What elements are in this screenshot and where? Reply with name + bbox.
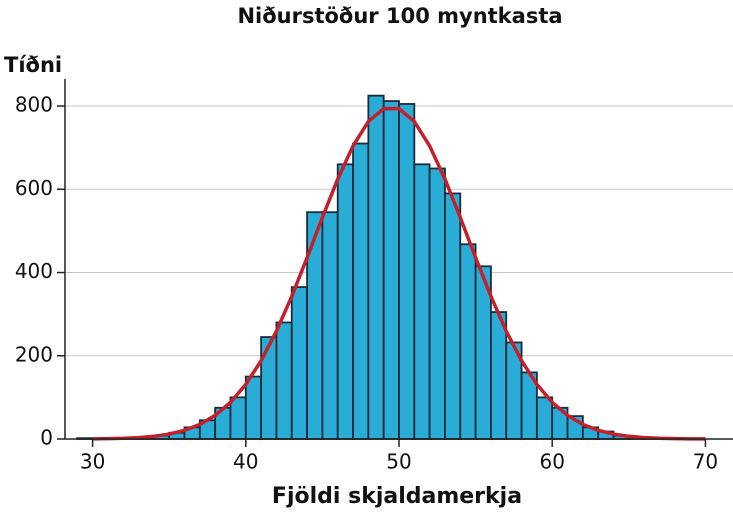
bar	[382, 100, 400, 440]
bar	[244, 375, 263, 440]
y-tick-label: 200	[15, 342, 53, 366]
y-tick-label: 800	[15, 93, 53, 117]
bar	[275, 321, 293, 440]
bar	[490, 311, 508, 440]
bar	[229, 396, 247, 440]
x-tick-label: 70	[693, 450, 718, 474]
bar	[398, 103, 416, 440]
x-axis-label: Fjöldi skjaldamerkja	[272, 484, 522, 509]
bar	[535, 396, 554, 440]
chart-title: Niðurstöður 100 myntkasta	[237, 4, 562, 28]
bar	[306, 211, 324, 440]
x-tick-label: 40	[233, 450, 258, 474]
bar	[367, 94, 385, 440]
x-tick-label: 60	[539, 450, 564, 474]
bar	[260, 336, 278, 440]
y-tick-label: 600	[15, 176, 53, 200]
bar	[459, 243, 477, 440]
y-tick-label: 400	[15, 259, 53, 283]
x-tick-label: 30	[80, 450, 105, 474]
bar	[413, 163, 431, 440]
bar	[444, 192, 462, 440]
y-axis-label: Tíðni	[4, 53, 62, 77]
bar	[336, 163, 354, 440]
bar	[428, 167, 446, 440]
bar	[352, 142, 370, 440]
bar	[290, 286, 308, 440]
fit-curve	[92, 106, 706, 441]
bar	[321, 211, 339, 440]
x-tick-label: 50	[386, 450, 411, 474]
y-tick-label: 0	[40, 426, 53, 450]
